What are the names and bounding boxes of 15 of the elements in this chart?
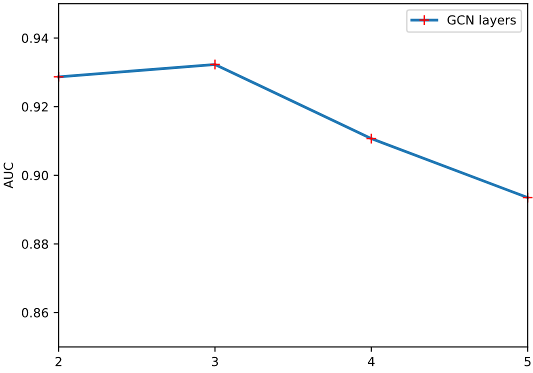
y-tick-label: 0.90	[22, 170, 48, 180]
x-tick-label: 4	[368, 356, 375, 366]
x-tick-label: 3	[212, 356, 218, 366]
y-tick-label: 0.88	[22, 239, 48, 249]
x-tick-label: 5	[524, 356, 531, 366]
point	[53, 71, 64, 82]
y-tick-label: 0.94	[22, 34, 48, 43]
y-tick-label: 0.86	[22, 308, 48, 318]
y-tick-label: 0.92	[22, 102, 48, 112]
x-tick-label: 2	[56, 356, 62, 366]
legend-label: GCN layers	[448, 14, 516, 28]
point	[522, 192, 533, 204]
point	[366, 133, 377, 144]
point	[209, 58, 221, 70]
y-axis-title: AUC	[4, 162, 14, 188]
